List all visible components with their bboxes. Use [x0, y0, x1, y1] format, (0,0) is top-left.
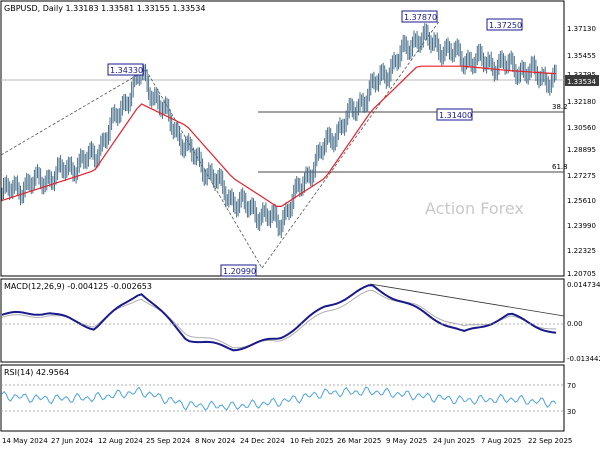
moving-average-line: [1, 65, 557, 207]
svg-text:1.37870: 1.37870: [404, 13, 437, 22]
watermark: Action Forex: [425, 199, 524, 218]
svg-text:1.33534: 1.33534: [567, 78, 596, 86]
rsi-line: [1, 386, 557, 411]
macd-group: [1, 283, 565, 352]
x-tick: 25 Sep 2024: [146, 437, 191, 445]
y-tick: 1.23990: [567, 222, 596, 230]
y-tick: 1.25610: [567, 197, 596, 205]
pivot-label-2: 1.20990: [220, 264, 257, 277]
trend-dashed-1: [0, 69, 147, 156]
y-tick: 1.35455: [567, 52, 596, 60]
y-tick: 1.37130: [567, 25, 596, 33]
y-tick: 1.30560: [567, 124, 596, 132]
y-tick: 1.22325: [567, 247, 596, 255]
x-tick: 24 Jun 2025: [433, 437, 475, 445]
macd-line: [1, 284, 557, 352]
macd-title: MACD(12,26,9) -0.004125 -0.002653: [4, 282, 152, 291]
current-price-tag: 1.33534: [565, 75, 599, 86]
pivot-label-4: 1.31400: [436, 108, 473, 121]
pivot-label-3: 1.37870: [401, 10, 438, 23]
rsi-y-tick: 30: [567, 408, 576, 416]
rsi-panel-frame: [0, 364, 565, 432]
svg-text:1.31400: 1.31400: [439, 111, 472, 120]
x-tick: 9 May 2025: [386, 437, 427, 445]
macd-y-tick: 0.014734: [567, 281, 600, 289]
pivot-label-5: 1.37250: [486, 18, 523, 31]
y-tick: 1.20705: [567, 270, 596, 278]
x-tick: 26 Mar 2025: [337, 437, 381, 445]
macd-signal-line: [1, 289, 556, 349]
macd-panel-frame: [0, 278, 565, 363]
y-tick: 1.27275: [567, 172, 596, 180]
svg-text:1.20990: 1.20990: [223, 267, 256, 276]
main-panel-frame: [0, 0, 565, 277]
trend-dashed-2: [145, 69, 263, 269]
x-tick: 27 Jun 2024: [51, 437, 94, 445]
fib-382-label: 38.2: [552, 103, 568, 111]
x-tick: 12 Aug 2024: [98, 437, 143, 445]
svg-text:1.37250: 1.37250: [489, 21, 522, 30]
x-tick: 22 Sep 2025: [528, 437, 572, 445]
x-tick: 8 Nov 2024: [195, 437, 236, 445]
x-axis: 14 May 2024 27 Jun 2024 12 Aug 2024 25 S…: [2, 437, 572, 445]
macd-y-tick: 0.00: [567, 320, 583, 328]
y-tick: 1.32180: [567, 98, 596, 106]
x-tick: 14 May 2024: [2, 437, 48, 445]
x-tick: 24 Dec 2024: [240, 437, 285, 445]
svg-text:1.34330: 1.34330: [110, 66, 143, 75]
price-bars: [1, 23, 557, 238]
trend-dashed-3: [261, 19, 441, 269]
fib-618-label: 61.8: [552, 163, 568, 171]
rsi-title: RSI(14) 42.9564: [4, 368, 69, 377]
main-y-axis: 1.37130 1.35455 1.33795 1.32180 1.30560 …: [567, 25, 596, 278]
x-tick: 10 Feb 2025: [290, 437, 334, 445]
y-tick: 1.28895: [567, 146, 596, 154]
x-tick: 7 Aug 2025: [481, 437, 521, 445]
rsi-group: [1, 386, 557, 411]
pivot-label-1: 1.34330: [107, 63, 144, 76]
macd-trendline: [369, 283, 565, 317]
macd-y-tick: -0.013442: [567, 355, 600, 363]
rsi-y-tick: 70: [567, 382, 576, 390]
main-title: GBPUSD, Daily 1.33183 1.33581 1.33155 1.…: [4, 4, 205, 13]
